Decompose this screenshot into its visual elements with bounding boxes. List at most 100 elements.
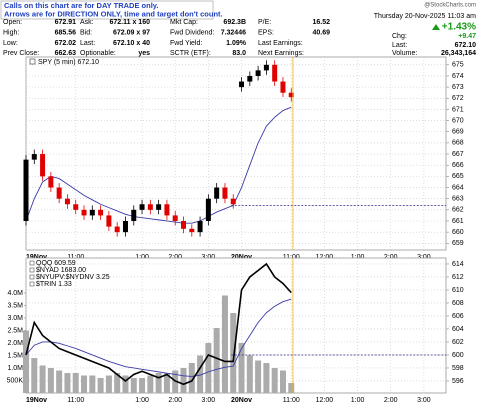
- volume-bar: [246, 355, 253, 393]
- quote-value: 7.32446: [221, 29, 246, 36]
- quote-value: 672.91: [55, 19, 77, 26]
- candle-body: [239, 81, 245, 88]
- x-tick-label: 2:00: [168, 397, 182, 404]
- volume-bar: [279, 370, 286, 393]
- quote-label: Optionable:: [80, 50, 116, 57]
- y-tick-label: 663: [452, 196, 464, 203]
- candle-body: [272, 64, 278, 82]
- x-tick-label: 3:00: [202, 254, 216, 261]
- candle-body: [263, 64, 269, 71]
- legend-entry: $TRIN 1.33: [36, 281, 72, 288]
- candle-body: [205, 198, 211, 221]
- volume-bar: [130, 378, 137, 393]
- candle-body: [89, 209, 95, 216]
- summary-label: Last:: [392, 42, 407, 49]
- y-tick-label: 668: [452, 140, 464, 147]
- series-line: [25, 262, 292, 386]
- y-tick-label: 610: [452, 287, 464, 294]
- y-tick-label: 669: [452, 129, 464, 136]
- y-tick-label: 598: [452, 365, 464, 372]
- candle-body: [214, 187, 220, 199]
- y-tick-label: 673: [452, 84, 464, 91]
- candle-body: [40, 154, 46, 177]
- x-tick-label: 19Nov: [26, 397, 47, 404]
- y-tick-label: 674: [452, 73, 464, 80]
- x-tick-label: 2:00: [384, 397, 398, 404]
- volume-bar: [64, 373, 71, 393]
- quote-label: Last:: [80, 40, 95, 47]
- candle-body: [280, 81, 286, 93]
- volume-bar: [188, 363, 195, 393]
- quote-label: P/E:: [258, 19, 271, 26]
- quote-label: SCTR (ETF):: [170, 50, 211, 57]
- y-tick-label: 608: [452, 300, 464, 307]
- candle-body: [197, 220, 203, 233]
- volume-bar: [221, 295, 228, 393]
- quote-value: 83.0: [232, 50, 246, 57]
- y2-tick-label: 500K: [7, 377, 24, 384]
- volume-bar: [147, 375, 154, 393]
- y-tick-label: 670: [452, 117, 464, 124]
- volume-bar: [238, 343, 245, 393]
- y-tick-label: 660: [452, 229, 464, 236]
- quote-label: Ask:: [80, 19, 94, 26]
- candle-body: [222, 187, 228, 199]
- quote-value: 40.69: [312, 29, 330, 36]
- legend-icon: [29, 274, 35, 280]
- x-tick-label: 2:00: [384, 254, 398, 261]
- y-tick-label: 659: [452, 240, 464, 247]
- volume-bar: [97, 378, 104, 393]
- summary-label: Volume:: [392, 50, 417, 57]
- volume-bar: [163, 373, 170, 393]
- x-tick-label: 11:00: [67, 397, 84, 404]
- quote-label: Fwd Dividend:: [170, 29, 214, 36]
- candle-body: [156, 204, 162, 210]
- candle-body: [106, 215, 112, 227]
- x-tick-label: 11:00: [283, 254, 300, 261]
- quote-label: Low:: [3, 40, 18, 47]
- quote-value: 672.02: [55, 40, 77, 47]
- legend-icon: [29, 260, 35, 266]
- quote-label: Bid:: [80, 29, 92, 36]
- y-tick-label: 612: [452, 274, 464, 281]
- legend-icon: [29, 267, 35, 273]
- y2-tick-label: 1.5M: [7, 352, 23, 359]
- volume-bar: [205, 343, 212, 393]
- candle-body: [147, 204, 153, 210]
- quote-label: Prev Close:: [3, 50, 39, 57]
- x-tick-label: 19Nov: [26, 254, 47, 261]
- y2-tick-label: 2.0M: [7, 340, 23, 347]
- y-tick-label: 662: [452, 207, 464, 214]
- notice-line: Arrows are for DIRECTION ONLY, time and …: [4, 9, 223, 18]
- x-tick-label: 3:00: [202, 397, 216, 404]
- quote-label: High:: [3, 29, 19, 36]
- quote-value: 662.63: [55, 50, 77, 57]
- y-tick-label: 667: [452, 151, 464, 158]
- volume-bar: [39, 365, 46, 393]
- volume-bar: [288, 383, 295, 393]
- y-tick-label: 606: [452, 313, 464, 320]
- candle-body: [73, 204, 79, 210]
- candle-body: [122, 220, 128, 233]
- legend-entry: $NYUPV:$NYDNV 3.25: [36, 274, 110, 281]
- volume-bar: [139, 378, 146, 393]
- quote-value: 692.3B: [223, 19, 246, 26]
- x-tick-label: 11:00: [67, 254, 84, 261]
- quote-value: 672.09 x 97: [113, 29, 150, 36]
- y-tick-label: 596: [452, 378, 464, 385]
- volume-bar: [122, 375, 129, 393]
- y2-tick-label: 3.0M: [7, 315, 23, 322]
- y2-tick-label: 4.0M: [7, 290, 23, 297]
- y-tick-label: 600: [452, 352, 464, 359]
- candle-body: [31, 154, 37, 160]
- y2-tick-label: 3.5M: [7, 302, 23, 309]
- panel-title: SPY (5 min) 672.10: [38, 59, 99, 66]
- y-tick-label: 602: [452, 339, 464, 346]
- series-line: [25, 106, 292, 224]
- x-tick-label: 1:00: [135, 397, 149, 404]
- candle-body: [98, 209, 104, 216]
- series-line: [25, 298, 292, 377]
- candle-body: [230, 198, 236, 205]
- quote-label: Next Earnings:: [258, 50, 304, 57]
